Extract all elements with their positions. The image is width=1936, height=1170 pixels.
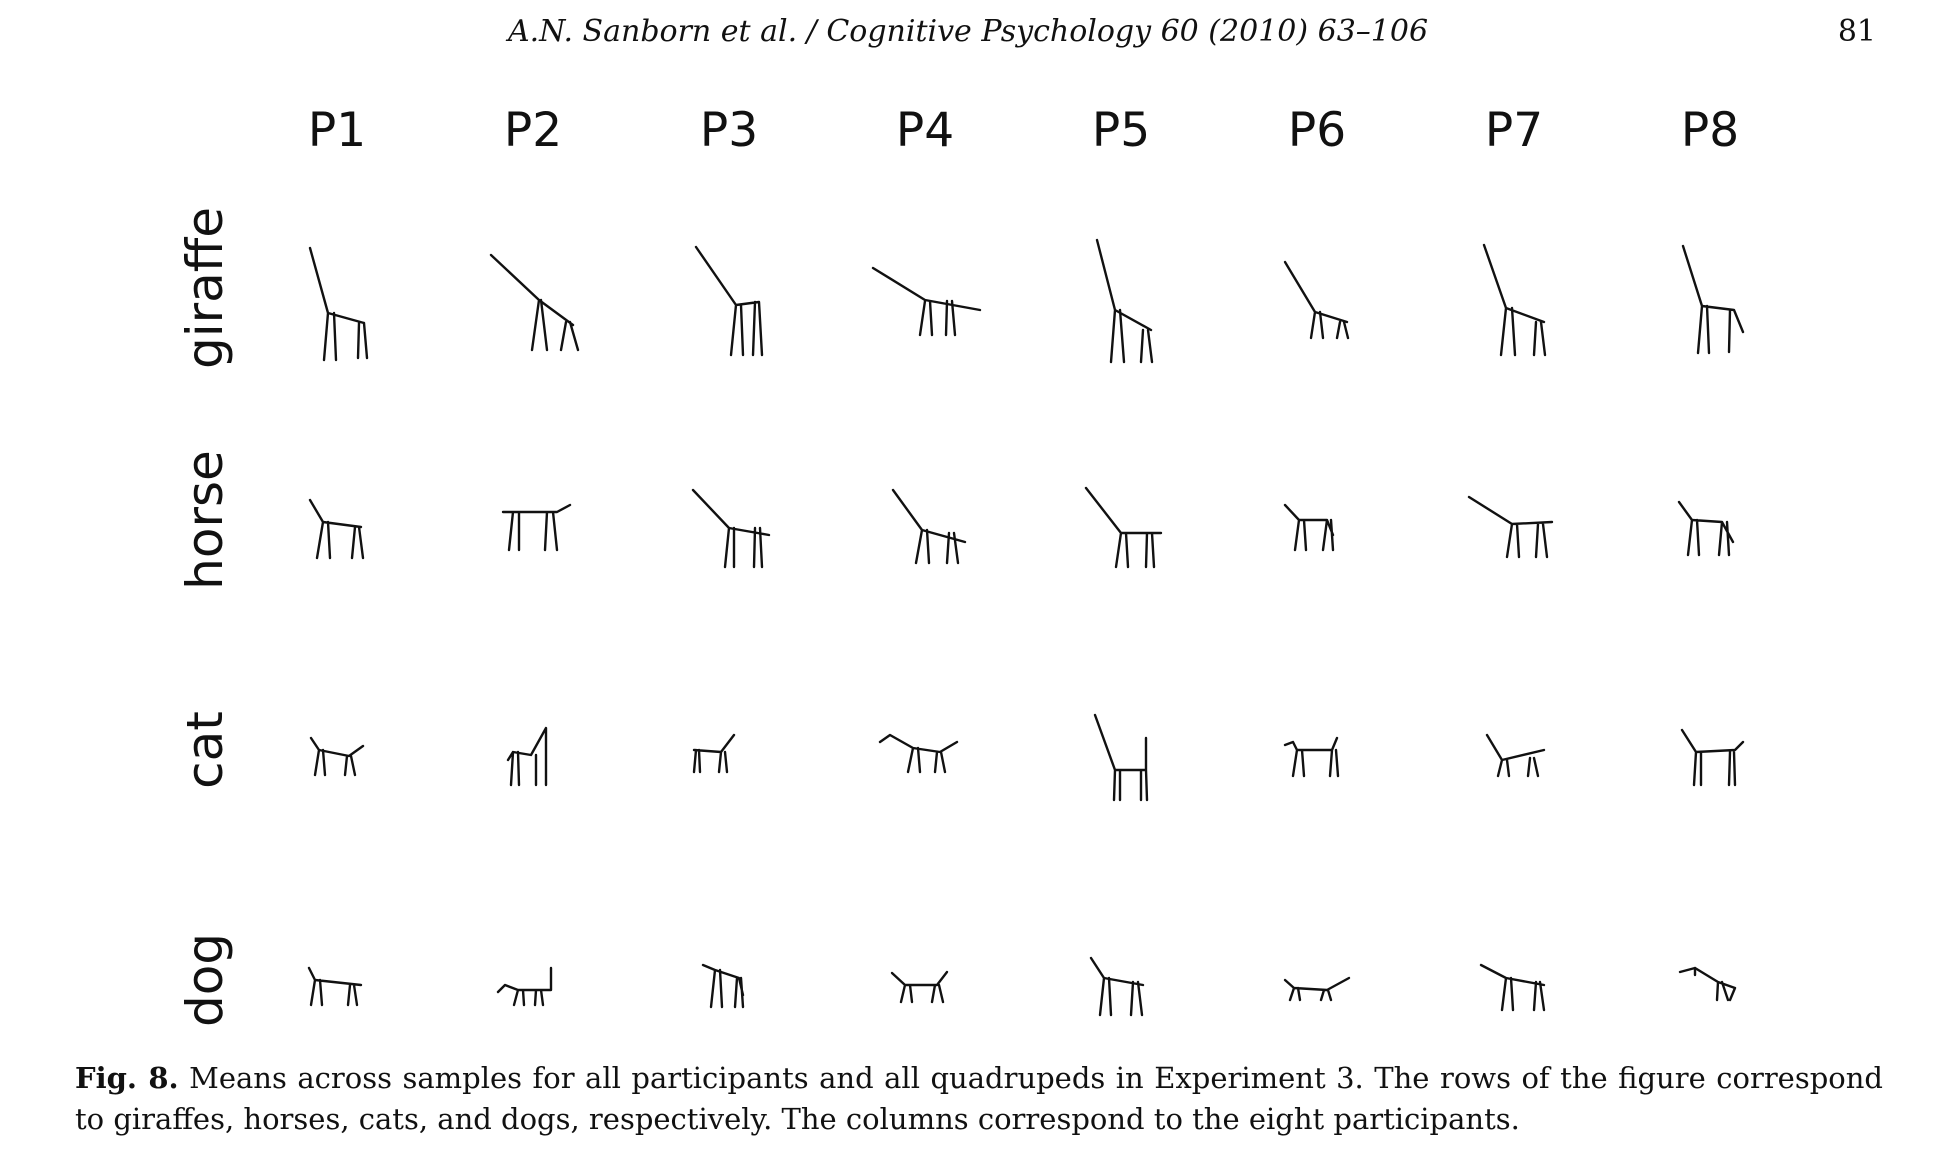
stick-figure-horse-p7 [1467,495,1554,559]
stick-figure-cat-p3 [692,733,736,774]
animal-label-horse: horse [176,450,234,590]
animal-label-dog: dog [176,933,234,1027]
stick-figure-cat-p5 [1093,713,1149,802]
caption-text: Means across samples for all participant… [75,1061,1883,1136]
stick-figure-horse-p5 [1084,486,1163,569]
stick-figure-horse-p2 [501,503,572,552]
animal-label-cat: cat [176,711,234,789]
stick-figure-giraffe-p4 [871,266,982,337]
stick-figure-horse-p1 [308,498,365,560]
figure-8: P1 P2 P3 P4 P5 P6 P7 P8 giraffe horse cat dog [176,103,1745,1027]
running-head: A.N. Sanborn et al. / Cognitive Psycholo… [0,8,1936,56]
stick-figure-horse-p4 [891,488,967,565]
stick-figure-horse-p3 [691,488,771,569]
stick-figure-dog-p7 [1479,963,1546,1012]
animal-labels: giraffe horse cat dog [176,207,234,1027]
participant-label-p2: P2 [504,103,562,158]
participant-label-p6: P6 [1288,103,1346,158]
participant-labels: P1 P2 P3 P4 P5 P6 P7 P8 [308,103,1739,158]
stick-figure-horse-p8 [1677,500,1735,557]
stick-figure-dog-p8 [1678,966,1737,1002]
figure-caption: Fig. 8. Means across samples for all par… [75,1058,1883,1140]
participant-label-p8: P8 [1681,103,1739,158]
stick-figure-horse-p6 [1283,503,1335,552]
stick-figure-giraffe-p1 [308,246,369,362]
stick-figure-giraffe-p6 [1283,260,1350,340]
stick-figure-dog-p3 [701,963,745,1009]
stick-figure-dog-p4 [890,970,949,1004]
stick-figure-cat-p8 [1680,728,1745,787]
page-number: 81 [1837,14,1876,49]
participant-label-p3: P3 [700,103,758,158]
participant-label-p4: P4 [896,103,954,158]
stick-figure-giraffe-p5 [1095,238,1154,364]
journal-citation: A.N. Sanborn et al. / Cognitive Psycholo… [507,14,1429,49]
stick-figure-cat-p4 [878,733,959,774]
stick-figure-dog-p5 [1089,956,1145,1017]
stick-figure-cat-p7 [1485,733,1546,778]
stick-figure-dog-p2 [496,966,553,1007]
stick-figure-dog-p1 [307,966,363,1007]
stick-figure-cat-p2 [506,726,548,787]
stick-figure-giraffe-p3 [694,245,764,357]
participant-label-p5: P5 [1092,103,1150,158]
stick-figure-giraffe-p8 [1681,244,1745,355]
stick-figure-giraffe-p2 [489,253,580,352]
participant-label-p1: P1 [308,103,366,158]
figure-canvas: P1 P2 P3 P4 P5 P6 P7 P8 giraffe horse cat dog [176,103,1745,1027]
participant-label-p7: P7 [1485,103,1543,158]
stick-figure-giraffe-p7 [1482,243,1547,357]
stick-figure-cat-p6 [1283,736,1340,778]
stick-figure-cat-p1 [309,736,365,777]
stick-figure-dog-p6 [1283,976,1351,1002]
animal-label-giraffe: giraffe [176,207,234,369]
stick-figures [307,238,1745,1017]
caption-label: Fig. 8. [75,1061,179,1095]
